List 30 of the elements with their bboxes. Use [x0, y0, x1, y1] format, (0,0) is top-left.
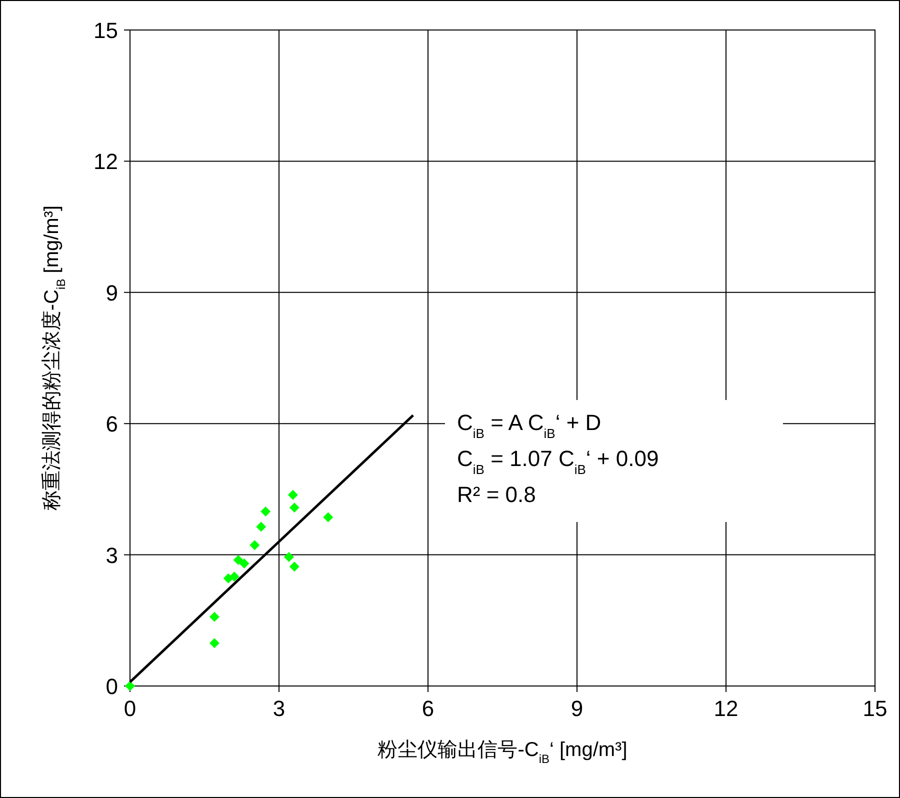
- y-tick-label: 12: [94, 149, 118, 174]
- x-axis-title: 粉尘仪输出信号-C$_{iB}$‘ [mg/m³]: [378, 739, 628, 766]
- point: [260, 506, 271, 517]
- y-tick-label: 15: [94, 18, 118, 43]
- x-tick-label: 6: [422, 696, 434, 721]
- point: [284, 552, 294, 562]
- x-tick-label: 3: [272, 696, 286, 721]
- point: [125, 681, 135, 691]
- point: [233, 555, 244, 566]
- point: [250, 540, 260, 550]
- point: [209, 638, 220, 648]
- point: [289, 562, 300, 572]
- x-tick-label: 15: [862, 696, 888, 721]
- x-tick-label: 12: [714, 696, 738, 721]
- point: [239, 558, 250, 569]
- x-tick-label: 0: [124, 696, 136, 721]
- annotation: C$_{iB}$ = A C$_{iB}$‘ + D: [457, 410, 602, 440]
- x-tick-label: 9: [570, 696, 584, 721]
- point: [288, 490, 298, 500]
- point: [209, 612, 220, 622]
- y-tick-label: 3: [106, 542, 118, 568]
- point: [256, 522, 266, 532]
- point: [229, 572, 240, 582]
- annotation: C$_{iB}$ = 1.07 C$_{iB}$‘ + 0.09: [457, 446, 659, 476]
- y-tick-label: 0: [106, 674, 118, 699]
- y-tick-label: 9: [106, 280, 118, 306]
- annotation: R² = 0.8: [457, 482, 536, 507]
- point: [289, 502, 300, 513]
- y-tick-label: 6: [106, 412, 118, 437]
- point: [323, 512, 334, 522]
